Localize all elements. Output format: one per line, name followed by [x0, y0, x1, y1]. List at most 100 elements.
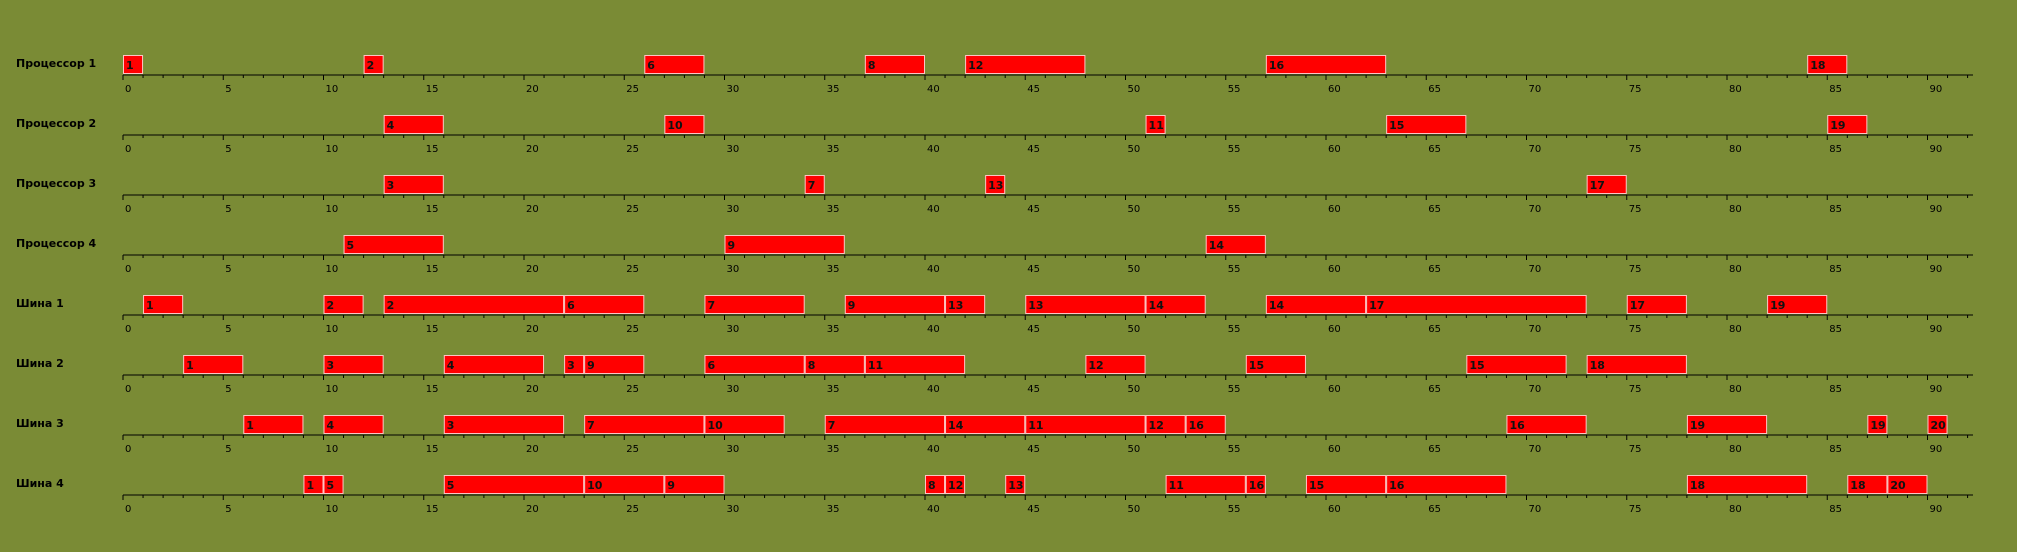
row-5-task-label: 9 [848, 299, 856, 312]
row-3-tick-label-85: 85 [1829, 204, 1842, 215]
row-8-tick-label-80: 80 [1729, 504, 1742, 515]
row-2-task-label: 19 [1830, 119, 1845, 132]
row-7-tick-label-65: 65 [1428, 444, 1441, 455]
row-1-tick-label-35: 35 [827, 84, 840, 95]
row-4-task-label: 5 [347, 239, 355, 252]
row-7-label: Шина 3 [16, 417, 64, 430]
row-6-task-bar [564, 355, 585, 374]
row-3-tick-label-20: 20 [526, 204, 539, 215]
row-7-tick-label-55: 55 [1228, 444, 1241, 455]
row-1-tick-label-70: 70 [1529, 84, 1542, 95]
row-6-tick-label-15: 15 [426, 384, 439, 395]
row-7-tick-label-70: 70 [1529, 444, 1542, 455]
row-6-label: Шина 2 [16, 357, 64, 370]
row-4-tick-label-60: 60 [1328, 264, 1341, 275]
row-6-task-label: 1 [186, 359, 194, 372]
row-8-tick-label-25: 25 [626, 504, 639, 515]
row-1-task-bar [1265, 55, 1387, 74]
row-8-task-bar [1847, 475, 1888, 494]
row-7-task-bar [1145, 415, 1186, 434]
row-3-tick-label-90: 90 [1930, 204, 1943, 215]
row-6-tick-label-70: 70 [1529, 384, 1542, 395]
row-3-tick-label-65: 65 [1428, 204, 1441, 215]
row-1-task-bar [363, 55, 384, 74]
row-7-task-bar [704, 415, 785, 434]
row-2-task-label: 11 [1149, 119, 1164, 132]
row-4-tick-label-35: 35 [827, 264, 840, 275]
row-6-task-label: 9 [587, 359, 595, 372]
row-7-tick-label-10: 10 [326, 444, 339, 455]
row-1-tick-label-10: 10 [326, 84, 339, 95]
row-5-task-label: 13 [1028, 299, 1043, 312]
row-1-task-label: 18 [1810, 59, 1825, 72]
row-8-task-label: 16 [1249, 479, 1265, 492]
row-8-task-bar [925, 475, 946, 494]
row-2-task-label: 15 [1389, 119, 1404, 132]
row-1-task-label: 12 [968, 59, 983, 72]
row-3-tick-label-5: 5 [225, 204, 231, 215]
row-5-task-bar [1626, 295, 1687, 314]
row-5-tick-label-35: 35 [827, 324, 840, 335]
row-7-tick-label-45: 45 [1027, 444, 1040, 455]
row-7-task-bar [1025, 415, 1146, 434]
row-2-task-bar [383, 115, 444, 134]
row-7-tick-label-50: 50 [1128, 444, 1141, 455]
row-3-tick-label-55: 55 [1228, 204, 1241, 215]
row-5-task-bar [383, 295, 565, 314]
row-1-tick-label-45: 45 [1027, 84, 1040, 95]
row-7-task-bar [584, 415, 705, 434]
row-8-task-bar [664, 475, 725, 494]
row-2-tick-label-10: 10 [326, 144, 339, 155]
row-7-task-label: 16 [1189, 419, 1205, 432]
row-2-tick-label-55: 55 [1228, 144, 1241, 155]
row-3-tick-label-60: 60 [1328, 204, 1341, 215]
row-8-task-label: 8 [928, 479, 936, 492]
row-8-tick-label-65: 65 [1428, 504, 1441, 515]
row-1-tick-label-55: 55 [1228, 84, 1241, 95]
row-8-tick-label-40: 40 [927, 504, 940, 515]
row-1-tick-label-25: 25 [626, 84, 639, 95]
row-4-label: Процессор 4 [16, 237, 97, 250]
row-8-task-bar [1165, 475, 1246, 494]
row-1-tick-label-30: 30 [727, 84, 740, 95]
row-6-tick-label-35: 35 [827, 384, 840, 395]
row-4-tick-label-25: 25 [626, 264, 639, 275]
row-6-tick-label-55: 55 [1228, 384, 1241, 395]
row-2-tick-label-50: 50 [1128, 144, 1141, 155]
row-3-tick-label-70: 70 [1529, 204, 1542, 215]
row-7-tick-label-15: 15 [426, 444, 439, 455]
row-1-task-bar [644, 55, 705, 74]
row-5-task-bar [1366, 295, 1587, 314]
row-1-task-label: 16 [1269, 59, 1285, 72]
row-6-task-label: 15 [1469, 359, 1484, 372]
row-6-task-bar [864, 355, 966, 374]
row-4-tick-label-20: 20 [526, 264, 539, 275]
row-2-task-bar [664, 115, 705, 134]
row-2-task-label: 4 [387, 119, 395, 132]
row-8-tick-label-90: 90 [1930, 504, 1943, 515]
row-7-task-label: 7 [828, 419, 836, 432]
row-8-task-label: 20 [1890, 479, 1906, 492]
row-5-task-bar [143, 295, 184, 314]
row-6-task-label: 3 [327, 359, 335, 372]
row-1-tick-label-20: 20 [526, 84, 539, 95]
row-7-tick-label-25: 25 [626, 444, 639, 455]
row-7-task-label: 10 [707, 419, 723, 432]
row-2-tick-label-0: 0 [125, 144, 131, 155]
row-1-tick-label-0: 0 [125, 84, 131, 95]
row-1-tick-label-50: 50 [1128, 84, 1141, 95]
row-8-tick-label-50: 50 [1128, 504, 1141, 515]
row-6-tick-label-75: 75 [1629, 384, 1642, 395]
row-3-task-bar [804, 175, 825, 194]
row-2-tick-label-35: 35 [827, 144, 840, 155]
row-8-task-label: 5 [447, 479, 455, 492]
row-8-task-label: 16 [1389, 479, 1405, 492]
row-8-task-label: 1 [306, 479, 314, 492]
row-5-tick-label-20: 20 [526, 324, 539, 335]
row-7-task-bar [1185, 415, 1226, 434]
row-6-task-bar [584, 355, 645, 374]
row-5-tick-label-45: 45 [1027, 324, 1040, 335]
row-6-task-bar [804, 355, 865, 374]
row-6-task-label: 12 [1088, 359, 1103, 372]
